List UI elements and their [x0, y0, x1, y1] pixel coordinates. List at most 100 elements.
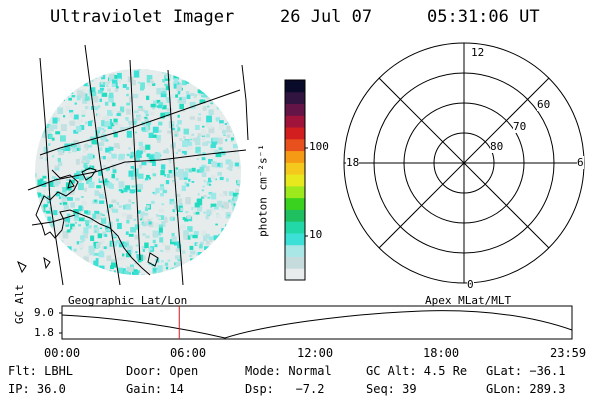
- uv-speckle: [72, 272, 78, 275]
- uv-speckle: [87, 107, 91, 110]
- uv-speckle: [216, 88, 222, 95]
- uv-speckle: [249, 224, 254, 230]
- uv-speckle: [72, 146, 77, 153]
- uv-speckle: [240, 237, 241, 246]
- uv-speckle: [224, 280, 230, 287]
- mlt-label-6: 6: [577, 156, 584, 169]
- uv-speckle: [145, 144, 151, 150]
- uv-speckle: [116, 239, 121, 244]
- uv-speckle: [71, 69, 76, 74]
- uv-speckle: [123, 187, 128, 193]
- uv-speckle: [50, 248, 54, 251]
- uv-speckle: [225, 216, 228, 219]
- uv-speckle: [201, 172, 207, 178]
- uv-speckle: [214, 82, 219, 86]
- mlt-label-18: 18: [346, 156, 360, 169]
- uv-speckle: [202, 185, 205, 188]
- uv-speckle: [189, 77, 192, 80]
- uv-speckle: [111, 153, 117, 159]
- uv-speckle: [142, 222, 146, 227]
- uv-speckle: [66, 229, 71, 233]
- uv-speckle: [80, 110, 86, 115]
- uv-speckle: [239, 242, 241, 246]
- uv-speckle: [245, 75, 250, 78]
- uv-speckle: [171, 267, 177, 273]
- colorbar-band: [285, 150, 305, 163]
- uv-speckle: [232, 103, 236, 107]
- uv-speckle: [130, 227, 137, 233]
- uv-speckle: [210, 102, 213, 105]
- uv-speckle: [104, 101, 109, 106]
- uv-speckle: [237, 111, 241, 117]
- uv-speckle: [231, 84, 236, 89]
- uv-speckle: [76, 95, 81, 101]
- uv-speckle: [62, 69, 67, 72]
- uv-speckle: [128, 127, 134, 131]
- uv-speckle: [186, 215, 191, 219]
- uv-speckle: [174, 130, 179, 137]
- uv-speckle: [164, 216, 168, 220]
- uv-speckle: [212, 137, 219, 142]
- uv-speckle: [164, 111, 171, 117]
- uv-speckle: [198, 243, 203, 249]
- uv-speckle: [219, 176, 224, 181]
- uv-speckle: [205, 233, 210, 239]
- uv-speckle: [243, 175, 246, 178]
- uv-speckle: [61, 79, 68, 86]
- uv-speckle: [116, 69, 123, 72]
- uv-speckle: [39, 263, 43, 266]
- uv-speckle: [111, 79, 118, 88]
- uv-speckle: [201, 76, 207, 84]
- uv-speckle: [156, 216, 161, 220]
- uv-speckle: [199, 70, 204, 76]
- uv-speckle: [141, 161, 147, 166]
- uv-speckle: [233, 132, 236, 136]
- uv-speckle: [196, 243, 200, 246]
- uv-speckle: [228, 73, 234, 79]
- uv-speckle: [246, 244, 250, 247]
- uv-speckle: [47, 200, 51, 204]
- altitude-xtick-1: 06:00: [170, 346, 207, 360]
- uv-speckle: [125, 185, 131, 190]
- uv-speckle: [223, 191, 228, 196]
- uv-speckle: [73, 214, 80, 221]
- uv-speckle: [219, 104, 223, 108]
- uv-speckle: [102, 155, 106, 160]
- uv-speckle: [116, 112, 121, 116]
- uv-speckle: [155, 267, 158, 271]
- uv-speckle: [107, 242, 113, 251]
- uv-speckle: [244, 236, 248, 239]
- flt-info: Flt: LBHL: [8, 364, 74, 378]
- uv-speckle: [49, 181, 55, 187]
- uv-speckle: [151, 168, 154, 171]
- uv-speckle: [36, 97, 41, 103]
- uv-speckle: [175, 152, 178, 155]
- uv-speckle: [187, 226, 193, 232]
- uv-speckle: [116, 202, 119, 205]
- uv-speckle: [40, 194, 45, 200]
- polar-diagonal-2: [378, 77, 550, 249]
- uv-speckle: [43, 86, 49, 90]
- geographic-panel-label: Geographic Lat/Lon: [68, 294, 188, 307]
- uv-speckle: [71, 71, 77, 80]
- uv-speckle: [43, 84, 49, 89]
- uv-speckle: [248, 234, 252, 238]
- uv-speckle: [135, 150, 142, 158]
- uv-speckle: [58, 212, 62, 215]
- uv-speckle: [137, 150, 143, 154]
- uv-speckle: [30, 164, 34, 168]
- uv-speckle: [35, 265, 36, 269]
- uv-speckle: [140, 215, 146, 220]
- uv-speckle: [109, 146, 114, 151]
- uv-speckle: [53, 274, 57, 275]
- uv-speckle: [188, 254, 193, 258]
- uv-speckle: [97, 233, 102, 239]
- uv-speckle: [227, 214, 231, 217]
- uv-speckle: [73, 140, 79, 146]
- uv-speckle: [218, 162, 223, 168]
- uv-speckle: [221, 109, 227, 113]
- uv-speckle: [125, 86, 130, 90]
- uv-speckle: [126, 130, 132, 138]
- uv-speckle: [76, 269, 83, 275]
- uv-speckle: [165, 180, 170, 185]
